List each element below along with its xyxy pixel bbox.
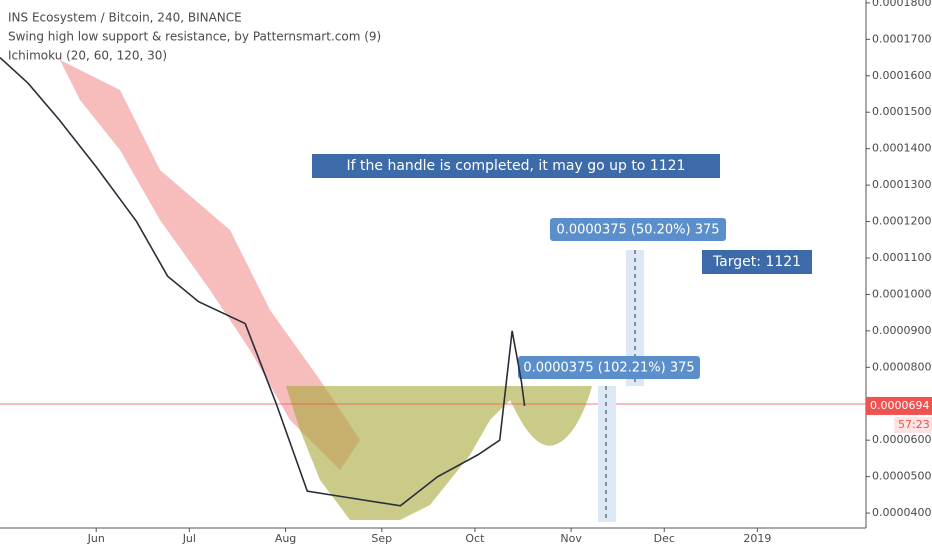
x-tick-label: Dec (654, 532, 675, 545)
annotation: Target: 1121 (712, 254, 801, 270)
chart-title: INS Ecosystem / Bitcoin, 240, BINANCE (8, 11, 242, 25)
x-tick-label: Aug (275, 532, 296, 545)
x-tick-label: Sep (371, 532, 392, 545)
countdown: 57:23 (898, 418, 930, 431)
last-price-label: 0.0000694 (870, 399, 930, 412)
annotation-box (518, 356, 700, 379)
x-tick-label: 2019 (743, 532, 771, 545)
y-tick-label: 0.0000600 (872, 433, 932, 446)
cup-pattern (286, 386, 592, 520)
x-tick-label: Jun (87, 532, 105, 545)
x-tick-label: Nov (560, 532, 582, 545)
annotation-box (550, 218, 726, 241)
x-tick-label: Jul (182, 532, 196, 545)
measure-box (598, 386, 616, 522)
y-tick-label: 0.0000900 (872, 324, 932, 337)
x-tick-label: Oct (465, 532, 485, 545)
ichimoku-cloud (60, 60, 360, 470)
y-tick-label: 0.0001500 (872, 105, 932, 118)
y-tick-label: 0.0001700 (872, 32, 932, 45)
annotation-box (312, 154, 720, 178)
indicator-label: Swing high low support & resistance, by … (8, 30, 381, 44)
annotation: If the handle is completed, it may go up… (347, 158, 686, 174)
y-tick-label: 0.0000400 (872, 506, 932, 519)
price-line (0, 56, 526, 507)
y-tick-label: 0.0001400 (872, 142, 932, 155)
y-tick-label: 0.0001200 (872, 215, 932, 228)
annotation-box (702, 250, 812, 274)
y-tick-label: 0.0001100 (872, 251, 932, 264)
y-tick-label: 0.0001600 (872, 69, 932, 82)
y-tick-label: 0.0000800 (872, 360, 932, 373)
indicator-label: Ichimoku (20, 60, 120, 30) (8, 49, 167, 63)
y-tick-label: 0.0001000 (872, 287, 932, 300)
countdown-tag (894, 416, 932, 433)
y-tick-label: 0.0001800 (872, 0, 932, 9)
annotation: 0.0000375 (50.20%) 375 (556, 223, 719, 238)
y-tick-label: 0.0001300 (872, 178, 932, 191)
annotation: 0.0000375 (102.21%) 375 (523, 361, 694, 376)
y-tick-label: 0.0000500 (872, 470, 932, 483)
last-price-tag (866, 396, 932, 415)
